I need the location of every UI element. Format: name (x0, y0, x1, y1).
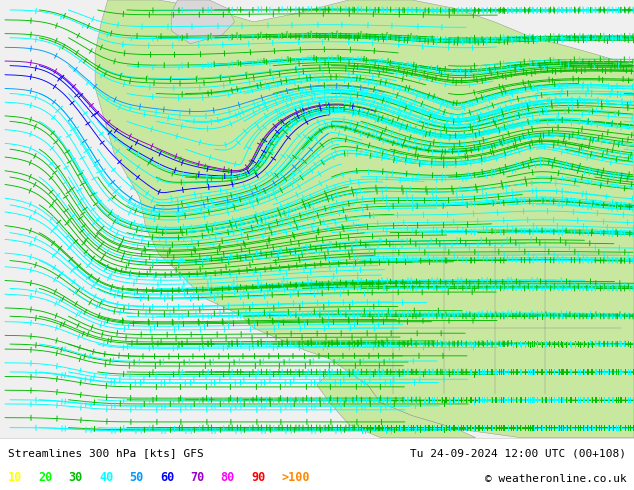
Text: 70: 70 (190, 471, 204, 484)
Text: 20: 20 (38, 471, 52, 484)
Text: 30: 30 (68, 471, 82, 484)
Text: Streamlines 300 hPa [kts] GFS: Streamlines 300 hPa [kts] GFS (8, 448, 204, 458)
Text: © weatheronline.co.uk: © weatheronline.co.uk (484, 474, 626, 484)
Text: Tu 24-09-2024 12:00 UTC (00+108): Tu 24-09-2024 12:00 UTC (00+108) (410, 448, 626, 458)
Text: 40: 40 (99, 471, 113, 484)
Polygon shape (95, 0, 634, 438)
Text: 10: 10 (8, 471, 22, 484)
Polygon shape (317, 372, 476, 438)
Text: 60: 60 (160, 471, 174, 484)
Text: 80: 80 (221, 471, 235, 484)
Polygon shape (171, 0, 235, 44)
Text: >100: >100 (281, 471, 310, 484)
Text: 90: 90 (251, 471, 265, 484)
Text: 50: 50 (129, 471, 143, 484)
